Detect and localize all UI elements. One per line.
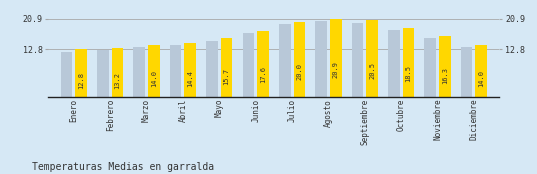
Text: 20.9: 20.9 — [333, 61, 339, 78]
Bar — [112, 48, 124, 97]
Bar — [388, 30, 400, 97]
Bar — [61, 52, 72, 97]
Text: 12.8: 12.8 — [78, 72, 84, 89]
Text: 20.0: 20.0 — [296, 63, 302, 80]
Bar — [366, 20, 378, 97]
Bar — [475, 45, 487, 97]
Bar — [170, 45, 182, 97]
Bar — [206, 41, 218, 97]
Text: 14.0: 14.0 — [151, 70, 157, 88]
Bar — [243, 33, 254, 97]
Bar — [461, 47, 473, 97]
Bar — [97, 50, 108, 97]
Bar — [403, 28, 414, 97]
Text: 18.5: 18.5 — [405, 65, 411, 82]
Bar — [352, 23, 364, 97]
Bar — [330, 19, 342, 97]
Text: Temperaturas Medias en garralda: Temperaturas Medias en garralda — [32, 162, 214, 172]
Bar — [279, 24, 291, 97]
Bar — [257, 31, 269, 97]
Bar — [221, 38, 233, 97]
Bar — [184, 43, 196, 97]
Bar — [75, 49, 87, 97]
Text: 15.7: 15.7 — [223, 68, 230, 85]
Text: 20.5: 20.5 — [369, 62, 375, 79]
Bar — [315, 21, 327, 97]
Text: 13.2: 13.2 — [114, 72, 120, 89]
Bar — [424, 38, 436, 97]
Bar — [134, 47, 145, 97]
Bar — [294, 22, 305, 97]
Text: 17.6: 17.6 — [260, 66, 266, 83]
Bar — [148, 45, 159, 97]
Text: 14.4: 14.4 — [187, 70, 193, 87]
Text: 16.3: 16.3 — [442, 68, 448, 84]
Text: 14.0: 14.0 — [478, 70, 484, 88]
Bar — [439, 36, 451, 97]
